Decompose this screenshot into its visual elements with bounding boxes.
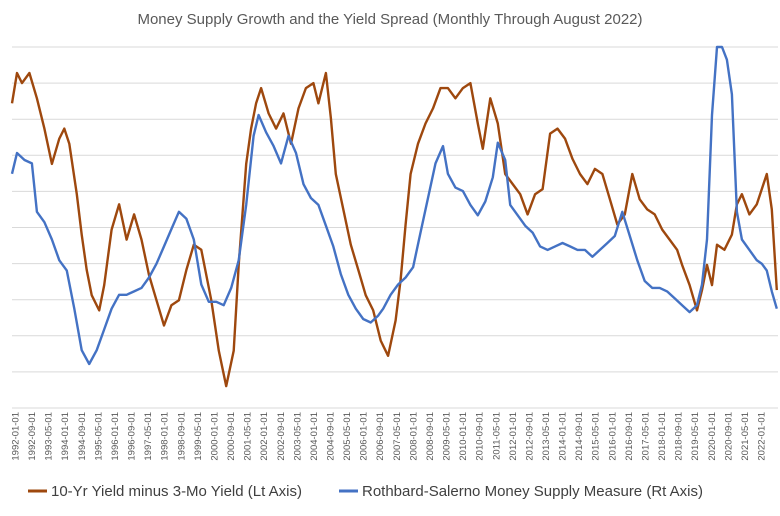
x-tick-label: 2019-05-01 — [690, 412, 701, 461]
x-tick-label: 2000-01-01 — [209, 412, 220, 461]
x-tick-label: 2002-01-01 — [259, 412, 270, 461]
x-tick-label: 2012-01-01 — [508, 412, 519, 461]
x-axis-ticks: 1992-01-01 1992-09-01 1993-05-01 1994-01-01… — [11, 412, 768, 461]
x-tick-label: 2005-05-01 — [342, 412, 353, 461]
x-tick-label: 2020-01-01 — [707, 412, 718, 461]
x-tick-label: 2001-05-01 — [243, 412, 254, 461]
legend-label-yield-spread: 10-Yr Yield minus 3-Mo Yield (Lt Axis) — [51, 483, 302, 500]
x-tick-label: 2008-09-01 — [425, 412, 436, 461]
x-tick-label: 1998-01-01 — [160, 412, 171, 461]
x-tick-label: 2014-01-01 — [558, 412, 569, 461]
gridlines — [12, 46, 778, 409]
x-tick-label: 2017-05-01 — [640, 412, 651, 461]
x-tick-label: 1994-09-01 — [77, 412, 88, 461]
x-tick-label: 2009-05-01 — [442, 412, 453, 461]
x-tick-label: 2002-09-01 — [276, 412, 287, 461]
x-tick-label: 2022-01-01 — [757, 412, 768, 461]
x-tick-label: 1996-01-01 — [110, 412, 121, 461]
series-lines — [10, 45, 778, 388]
x-tick-label: 1992-01-01 — [11, 412, 22, 461]
x-tick-label: 1999-05-01 — [193, 412, 204, 461]
legend: 10-Yr Yield minus 3-Mo Yield (Lt Axis) R… — [28, 483, 703, 500]
x-tick-label: 1996-09-01 — [127, 412, 138, 461]
x-tick-label: 1993-05-01 — [44, 412, 55, 461]
x-tick-label: 1994-01-01 — [60, 412, 71, 461]
x-tick-label: 2006-09-01 — [375, 412, 386, 461]
chart-title: Money Supply Growth and the Yield Spread… — [137, 11, 642, 28]
x-tick-label: 1998-09-01 — [176, 412, 187, 461]
x-tick-label: 2021-05-01 — [740, 412, 751, 461]
x-tick-label: 2006-01-01 — [359, 412, 370, 461]
x-tick-label: 2012-09-01 — [524, 412, 535, 461]
x-tick-label: 2004-01-01 — [309, 412, 320, 461]
x-tick-label: 2007-05-01 — [392, 412, 403, 461]
x-tick-label: 2016-01-01 — [607, 412, 618, 461]
series-line-yield-spread — [10, 71, 778, 388]
x-tick-label: 2004-09-01 — [325, 412, 336, 461]
x-tick-label: 2018-01-01 — [657, 412, 668, 461]
x-tick-label: 2000-09-01 — [226, 412, 237, 461]
series-line-money-supply — [10, 45, 778, 366]
x-tick-label: 2013-05-01 — [541, 412, 552, 461]
x-tick-label: 2011-05-01 — [491, 412, 502, 460]
x-tick-label: 1992-09-01 — [27, 412, 38, 461]
x-tick-label: 2003-05-01 — [292, 412, 303, 461]
x-tick-label: 2008-01-01 — [408, 412, 419, 461]
x-tick-label: 2016-09-01 — [624, 412, 635, 461]
x-tick-label: 2014-09-01 — [574, 412, 585, 461]
x-tick-label: 2010-09-01 — [475, 412, 486, 461]
x-tick-label: 2018-09-01 — [674, 412, 685, 461]
legend-label-money-supply: Rothbard-Salerno Money Supply Measure (R… — [362, 483, 703, 500]
x-tick-label: 1995-05-01 — [93, 412, 104, 461]
x-tick-label: 1997-05-01 — [143, 412, 154, 461]
x-tick-label: 2010-01-01 — [458, 412, 469, 461]
x-tick-label: 2020-09-01 — [723, 412, 734, 461]
x-tick-label: 2015-05-01 — [591, 412, 602, 461]
